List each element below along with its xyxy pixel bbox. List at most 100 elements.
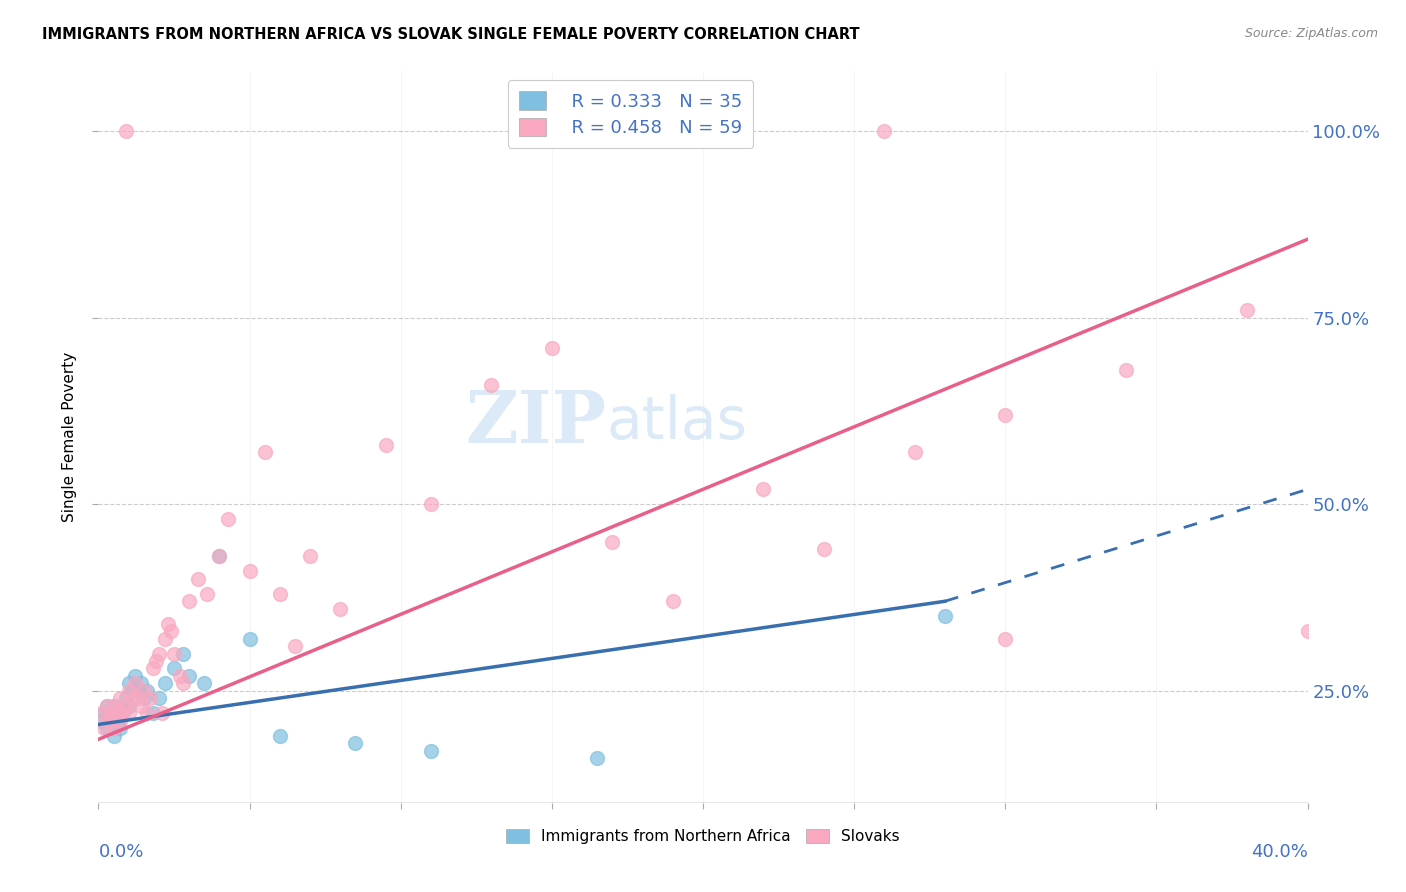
Point: [481, 377, 503, 392]
Point: [813, 542, 835, 557]
Point: [208, 549, 231, 564]
Point: [111, 706, 134, 721]
Point: [118, 698, 141, 713]
Point: [145, 654, 167, 668]
Point: [105, 706, 128, 721]
Point: [103, 721, 125, 735]
Point: [752, 483, 775, 497]
Point: [994, 632, 1017, 646]
Point: [420, 743, 443, 757]
Point: [284, 639, 307, 653]
Point: [142, 661, 165, 675]
Point: [139, 691, 162, 706]
Point: [135, 683, 157, 698]
Point: [374, 437, 396, 451]
Text: IMMIGRANTS FROM NORTHERN AFRICA VS SLOVAK SINGLE FEMALE POVERTY CORRELATION CHAR: IMMIGRANTS FROM NORTHERN AFRICA VS SLOVA…: [42, 27, 860, 42]
Point: [179, 669, 201, 683]
Point: [873, 124, 896, 138]
Point: [132, 691, 155, 706]
Point: [661, 594, 683, 608]
Point: [114, 691, 136, 706]
Text: 0.0%: 0.0%: [98, 843, 143, 861]
Point: [108, 691, 131, 706]
Point: [1115, 363, 1137, 377]
Point: [103, 698, 125, 713]
Point: [142, 706, 165, 721]
Point: [124, 676, 146, 690]
Point: [1296, 624, 1319, 639]
Point: [129, 676, 152, 690]
Point: [163, 661, 186, 675]
Point: [108, 714, 131, 728]
Point: [93, 706, 115, 721]
Text: 40.0%: 40.0%: [1251, 843, 1308, 861]
Point: [132, 683, 155, 698]
Point: [150, 706, 173, 721]
Point: [253, 445, 276, 459]
Point: [114, 124, 136, 138]
Point: [217, 512, 239, 526]
Point: [124, 669, 146, 683]
Point: [187, 572, 209, 586]
Point: [96, 698, 118, 713]
Point: [163, 647, 186, 661]
Text: Source: ZipAtlas.com: Source: ZipAtlas.com: [1244, 27, 1378, 40]
Text: ZIP: ZIP: [465, 387, 606, 458]
Point: [904, 445, 927, 459]
Point: [103, 698, 125, 713]
Point: [100, 706, 122, 721]
Point: [118, 706, 141, 721]
Point: [586, 751, 609, 765]
Legend: Immigrants from Northern Africa, Slovaks: Immigrants from Northern Africa, Slovaks: [501, 822, 905, 850]
Point: [114, 698, 136, 713]
Point: [127, 691, 149, 706]
Point: [93, 721, 115, 735]
Point: [129, 698, 152, 713]
Point: [153, 676, 176, 690]
Point: [118, 676, 141, 690]
Point: [96, 698, 118, 713]
Y-axis label: Single Female Poverty: Single Female Poverty: [62, 352, 77, 522]
Point: [269, 587, 291, 601]
Point: [179, 594, 201, 608]
Point: [127, 683, 149, 698]
Point: [156, 616, 179, 631]
Point: [160, 624, 183, 639]
Point: [105, 714, 128, 728]
Point: [169, 669, 191, 683]
Point: [105, 706, 128, 721]
Point: [108, 721, 131, 735]
Point: [118, 683, 141, 698]
Point: [135, 706, 157, 721]
Point: [420, 497, 443, 511]
Point: [111, 706, 134, 721]
Point: [934, 609, 956, 624]
Point: [100, 714, 122, 728]
Point: [90, 714, 112, 728]
Point: [239, 565, 262, 579]
Point: [148, 691, 170, 706]
Point: [100, 714, 122, 728]
Point: [329, 601, 352, 615]
Point: [121, 683, 143, 698]
Point: [172, 647, 194, 661]
Point: [602, 534, 624, 549]
Text: atlas: atlas: [606, 394, 747, 451]
Point: [96, 721, 118, 735]
Point: [100, 706, 122, 721]
Point: [269, 729, 291, 743]
Point: [103, 729, 125, 743]
Point: [344, 736, 367, 750]
Point: [148, 647, 170, 661]
Point: [239, 632, 262, 646]
Point: [540, 341, 562, 355]
Point: [195, 587, 218, 601]
Point: [1236, 303, 1258, 318]
Point: [193, 676, 215, 690]
Point: [96, 714, 118, 728]
Point: [994, 408, 1017, 422]
Point: [153, 632, 176, 646]
Point: [172, 676, 194, 690]
Point: [121, 691, 143, 706]
Point: [299, 549, 322, 564]
